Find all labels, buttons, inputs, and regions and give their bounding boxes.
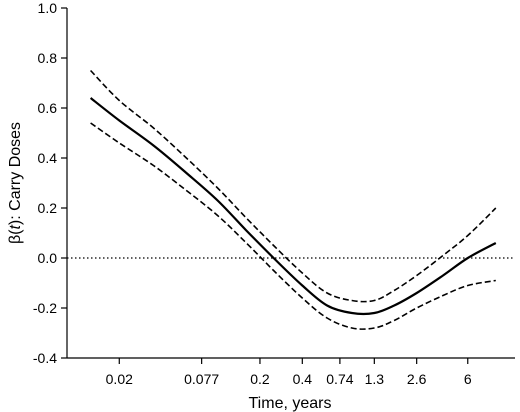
x-tick-label: 6 [464,371,472,387]
series-estimate [89,97,497,316]
x-tick-label: 1.3 [365,371,385,387]
y-tick-label: 0.8 [38,50,58,66]
x-axis-title: Time, years [249,395,332,412]
x-tick-label: 2.6 [407,371,427,387]
y-axis: 1.0 0.8 0.6 0.4 0.2 0.0 -0.2 -0.4 [33,0,68,366]
plot-area [67,69,515,330]
y-tick-label: -0.2 [33,300,57,316]
y-axis-title-suffix: ): Carry Doses [7,122,24,225]
x-tick-label: 0.74 [326,371,353,387]
y-tick-label: 0.0 [38,250,58,266]
y-tick-label: -0.4 [33,350,57,366]
y-tick-label: 0.4 [38,150,58,166]
x-tick-label: 0.2 [250,371,270,387]
x-axis: 0.02 0.077 0.2 0.4 0.74 1.3 2.6 6 [67,357,515,387]
y-tick-label: 0.6 [38,100,58,116]
x-tick-label: 0.02 [106,371,133,387]
y-axis-title-variable: t [7,225,24,230]
y-tick-label: 1.0 [38,0,58,16]
series-lower-bound [90,122,496,330]
y-axis-title: β(t): Carry Doses [7,122,24,244]
y-axis-title-prefix: β( [7,229,24,244]
y-tick-label: 0.2 [38,200,58,216]
x-tick-label: 0.4 [293,371,313,387]
series-upper-bound [90,69,497,303]
x-tick-label: 0.077 [184,371,219,387]
